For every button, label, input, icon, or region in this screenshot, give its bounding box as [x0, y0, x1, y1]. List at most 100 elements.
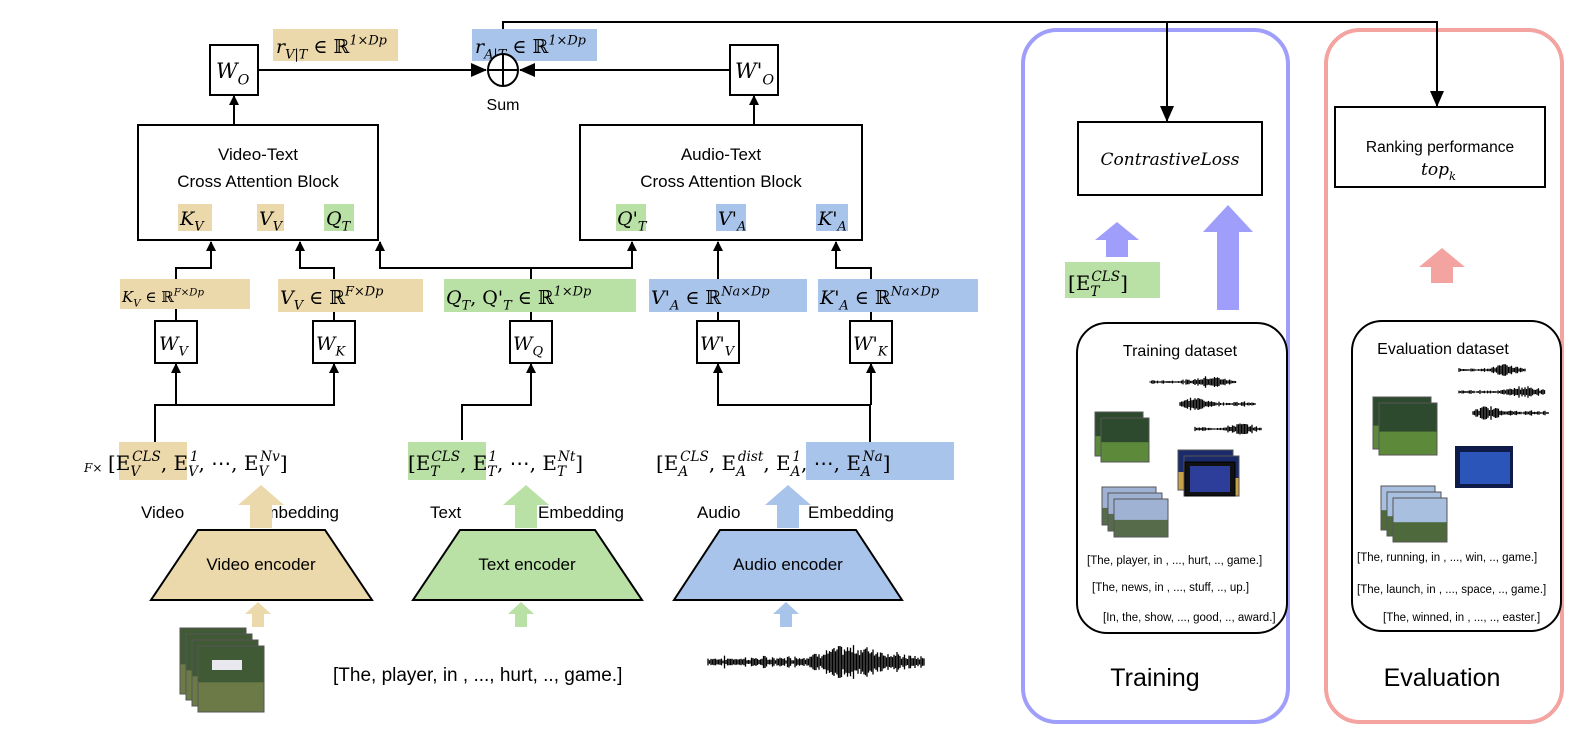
evaluation-caption-2: [The, launch, in , ..., space, .., game.…: [1357, 584, 1546, 596]
evaluation-thumbnail: [1460, 452, 1510, 484]
vt-q-label: QT: [326, 208, 352, 235]
text-embedding-label: Embedding: [538, 503, 624, 522]
vv-highlight: [257, 204, 284, 231]
waveform-icon: [1149, 376, 1237, 388]
wo-prime-label: W'O: [735, 59, 774, 88]
vt-block-title-1: Video-Text: [218, 145, 298, 164]
audio-encoder-label: Audio encoder: [733, 555, 843, 574]
training-caption-1: [The, player, in , ..., hurt, .., game.]: [1087, 555, 1262, 567]
training-label: Training: [1110, 664, 1199, 692]
contrastive-loss-label: ContrastiveLoss: [1101, 150, 1240, 170]
wo-label: WO: [216, 59, 250, 88]
training-media-samples: [1094, 376, 1262, 538]
training-thumbnail: [1113, 498, 1169, 538]
audio-embedding-arrow: [765, 485, 811, 528]
at-k-label: K'A: [817, 208, 847, 235]
evaluation-caption-3: [The, winned, in , ..., .., easter.]: [1383, 612, 1540, 624]
training-thumbnail: [1100, 417, 1150, 463]
vv-dim-highlight: [278, 279, 423, 312]
at-q-label: Q'T: [617, 208, 648, 235]
video-embedding-label: Embedding: [253, 503, 339, 522]
cls-to-loss-arrow: [1095, 222, 1139, 257]
va-dim-label: V'A ∈ ℝNa×Dp: [651, 284, 770, 313]
wo-prime-box: [729, 44, 779, 96]
at-v-label: V'A: [718, 208, 746, 235]
ka-dim-highlight: [818, 279, 978, 312]
training-dataset-title: Training dataset: [1123, 343, 1238, 360]
qt-dim-label: QT, Q'T ∈ ℝ1×Dp: [446, 284, 591, 313]
evaluation-thumbnail: [1393, 522, 1447, 542]
waveform-icon: [1179, 397, 1256, 411]
training-thumbnail: [1190, 466, 1230, 492]
evaluation-thumbnail: [1378, 402, 1438, 456]
wk-prime-label: W'K: [853, 333, 889, 360]
video-embedding-arrow: [238, 485, 284, 528]
ranking-metric: topk: [1421, 160, 1456, 183]
player-figure: [212, 660, 242, 670]
sum-label: Sum: [487, 97, 520, 114]
audio-embedding-sequence: [EACLS, EAdist, EA1, ⋯, EANa]: [656, 449, 890, 480]
text-input-arrow: [508, 602, 534, 627]
qt-prime-highlight: [616, 204, 646, 231]
evaluation-label: Evaluation: [1384, 664, 1501, 692]
waveform-icon: [1472, 406, 1549, 420]
waveform-icon: [1458, 386, 1546, 398]
training-caption-2: [The, news, in , ..., stuff, .., up.]: [1092, 582, 1249, 594]
wv-prime-label: W'V: [700, 333, 736, 360]
qt-dim-highlight: [444, 279, 636, 312]
video-cls-highlight: [119, 442, 187, 480]
ka-dim-label: K'A ∈ ℝNa×Dp: [819, 284, 939, 313]
va-dim-highlight: [649, 279, 807, 312]
evaluation-caption-1: [The, running, in , ..., win, .., game.]: [1357, 552, 1537, 564]
vt-k-label: KV: [179, 208, 205, 235]
r-vt-label: rV|T ∈ ℝ1×Dp: [276, 33, 387, 62]
text-encoder-label: Text encoder: [478, 555, 576, 574]
projection-connectors: [154, 241, 876, 442]
video-embedding-sequence: [EVCLS, EV1, ⋯, EVNv]: [108, 449, 288, 480]
ka-prime-highlight: [816, 204, 848, 231]
evaluation-media-samples: [1372, 364, 1549, 543]
waveform-icon: [707, 645, 925, 679]
vt-block-title-2: Cross Attention Block: [177, 172, 339, 191]
training-thumbnail: [1101, 442, 1149, 462]
r-vt-highlight: [273, 29, 398, 61]
va-prime-highlight: [716, 204, 746, 231]
kv-highlight: [178, 204, 212, 231]
text-encoder: [411, 529, 644, 601]
evaluation-dataset-title: Evaluation dataset: [1377, 341, 1509, 358]
training-caption-3: [In, the, show, ..., good, .., award.]: [1103, 612, 1276, 624]
audio-embedding-label: Embedding: [808, 503, 894, 522]
cls-token-highlight: [1065, 262, 1160, 298]
waveform-icon: [1194, 423, 1262, 435]
dataset-to-loss-arrow: [1203, 205, 1253, 310]
video-encoder: [149, 529, 374, 601]
video-input-arrow: [245, 602, 271, 627]
r-at-highlight: [472, 29, 597, 61]
text-cls-highlight: [408, 442, 486, 480]
at-block-title-2: Cross Attention Block: [640, 172, 802, 191]
wv-label: WV: [159, 333, 190, 360]
text-label: Text: [430, 503, 461, 522]
text-embedding-arrow: [503, 485, 549, 528]
video-encoder-label: Video encoder: [206, 555, 316, 574]
sum-output-connector: [229, 21, 1444, 125]
dataset-to-ranking-arrow: [1419, 248, 1465, 283]
sum-node: [487, 53, 519, 87]
ranking-performance-title: Ranking performance: [1366, 139, 1514, 156]
ranking-performance-box: [1334, 106, 1546, 188]
at-block-title-1: Audio-Text: [681, 145, 762, 164]
qt-highlight: [324, 204, 354, 231]
input-caption: [The, player, in , ..., hurt, .., game.]: [333, 665, 622, 686]
training-thumbnail: [1114, 519, 1168, 537]
text-embedding-sequence: [ETCLS, ET1, ⋯, ETNt]: [408, 449, 583, 480]
audio-encoder: [672, 529, 904, 601]
contrastive-loss-box: [1077, 121, 1263, 196]
wq-label: WQ: [513, 333, 544, 360]
kv-dim-label: KV ∈ ℝF×Dp: [121, 287, 204, 309]
evaluation-thumbnail: [1379, 431, 1437, 455]
video-frames-input: [179, 627, 265, 713]
evaluation-thumbnail: [1392, 497, 1448, 543]
vt-v-label: VV: [259, 208, 284, 235]
